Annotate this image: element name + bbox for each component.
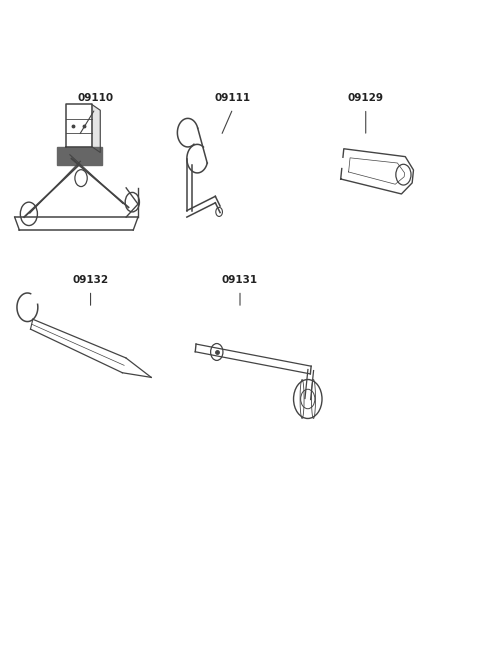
Polygon shape [57,147,102,165]
Text: 09110: 09110 [77,94,113,103]
Text: 09131: 09131 [222,275,258,286]
Text: 09111: 09111 [215,94,251,103]
Text: 09129: 09129 [348,94,384,103]
Text: 09132: 09132 [72,275,108,286]
Polygon shape [92,104,100,153]
